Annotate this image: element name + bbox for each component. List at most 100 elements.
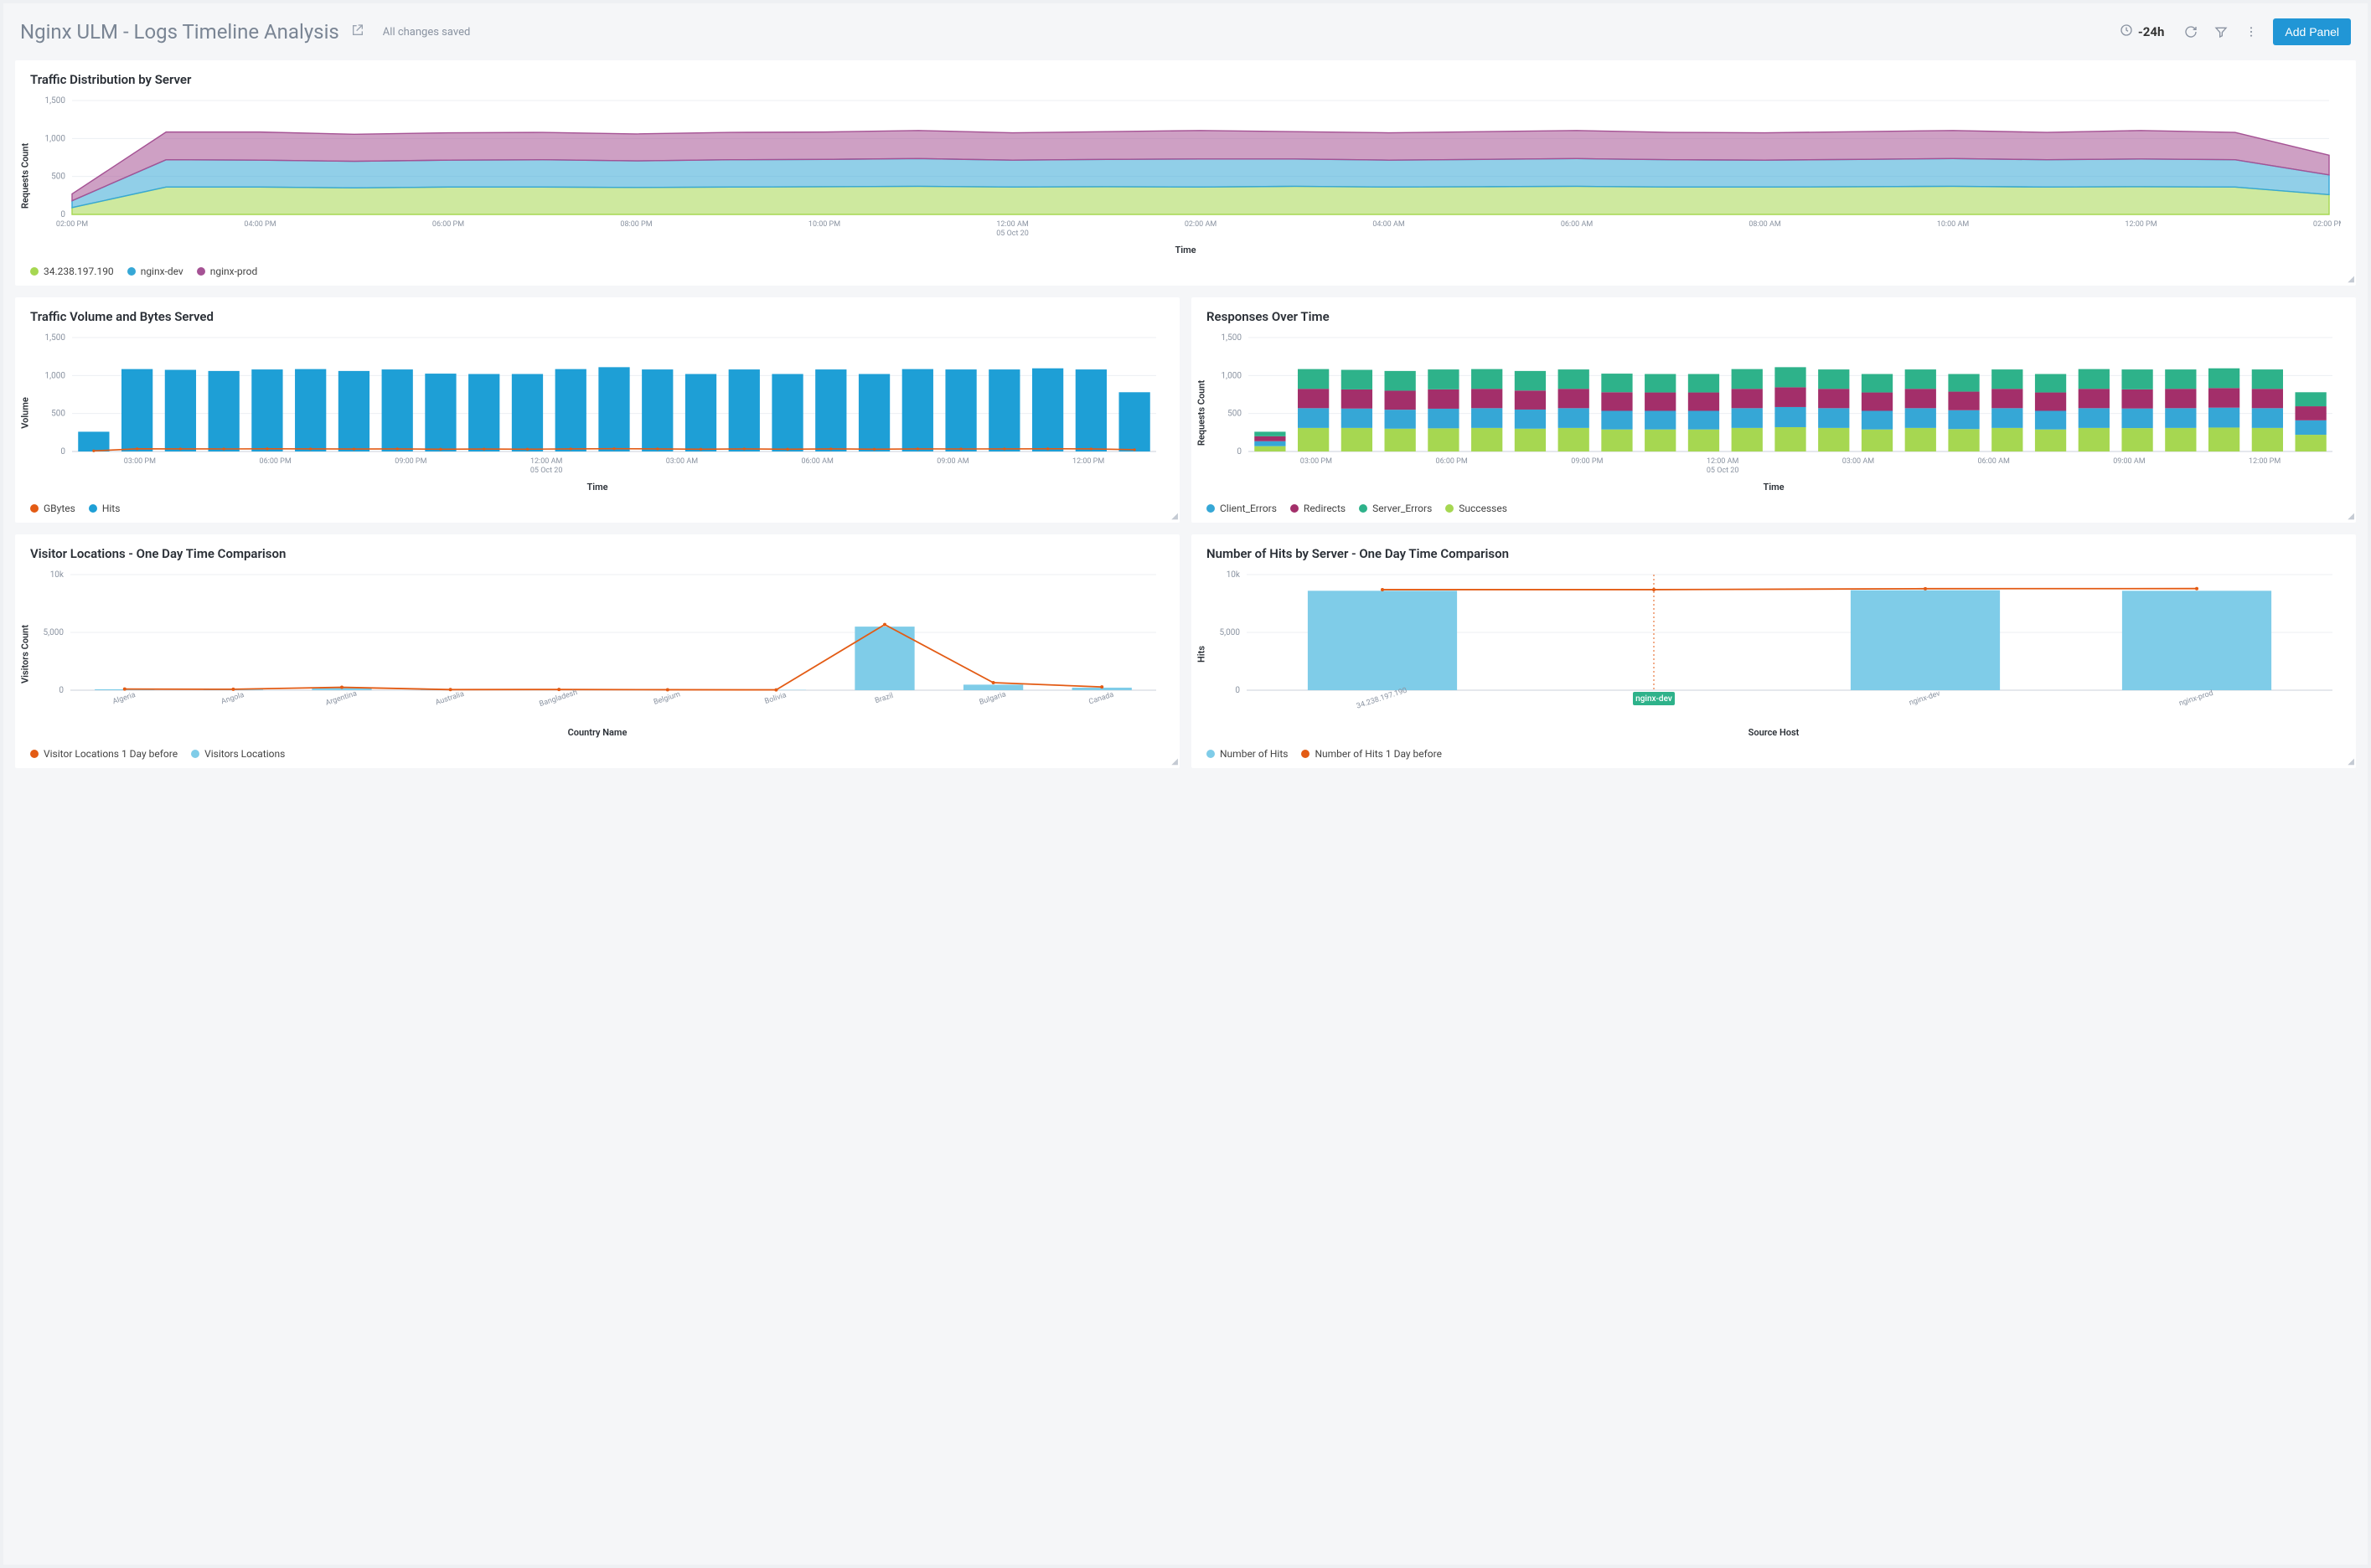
legend-dot-icon [1359,504,1367,513]
svg-text:Angola: Angola [220,691,245,706]
chart-area[interactable]: 05001,0001,50003:00 PM06:00 PM09:00 PM12… [1206,333,2341,475]
svg-text:05 Oct 20: 05 Oct 20 [996,230,1029,238]
time-range-picker[interactable]: -24h [2120,23,2165,40]
save-status: All changes saved [383,26,471,39]
panel-title: Number of Hits by Server - One Day Time … [1206,546,2341,561]
legend-item[interactable]: nginx-dev [127,266,183,277]
legend-item[interactable]: 34.238.197.190 [30,266,114,277]
legend-label: Visitors Locations [204,748,285,760]
svg-text:03:00 AM: 03:00 AM [1842,457,1875,466]
svg-text:02:00 AM: 02:00 AM [1185,220,1217,229]
legend-item[interactable]: nginx-prod [197,266,257,277]
legend-item[interactable]: Client_Errors [1206,503,1277,514]
legend-dot-icon [191,750,199,758]
svg-text:09:00 AM: 09:00 AM [937,457,969,466]
chart-area[interactable]: 05,00010kAlgeriaAngolaArgentinaAustralia… [30,570,1165,720]
svg-text:06:00 PM: 06:00 PM [432,220,464,229]
svg-text:Australia: Australia [435,690,466,707]
svg-text:1,000: 1,000 [45,134,66,143]
legend-item[interactable]: Visitors Locations [191,748,285,760]
y-axis-label: Visitors Count [20,624,31,683]
svg-text:09:00 PM: 09:00 PM [395,457,426,466]
svg-text:03:00 PM: 03:00 PM [1300,457,1332,466]
panel-title: Visitor Locations - One Day Time Compari… [30,546,1165,561]
svg-text:08:00 PM: 08:00 PM [620,220,652,229]
x-axis-label: Time [30,245,2341,255]
chart-legend: Client_Errors Redirects Server_Errors Succe… [1206,503,2341,514]
legend-label: nginx-prod [210,266,257,277]
chart-area[interactable]: 05001,0001,50003:00 PM06:00 PM09:00 PM12… [30,333,1165,475]
svg-text:02:00 PM: 02:00 PM [56,220,88,229]
clock-icon [2120,23,2133,40]
resize-handle-icon[interactable]: ◢ [1171,512,1178,521]
panel-traffic-distribution: Traffic Distribution by Server Requests … [15,60,2356,286]
svg-text:03:00 PM: 03:00 PM [124,457,156,466]
page-title: Nginx ULM - Logs Timeline Analysis [20,20,339,44]
legend-dot-icon [1206,504,1215,513]
share-icon[interactable] [351,23,364,40]
svg-text:06:00 AM: 06:00 AM [1977,457,2010,466]
y-axis-label: Requests Count [1196,379,1207,445]
legend-label: Redirects [1304,503,1346,514]
panel-traffic-volume: Traffic Volume and Bytes Served Volume 0… [15,297,1180,523]
svg-text:02:00 PM: 02:00 PM [2313,220,2341,229]
resize-handle-icon[interactable]: ◢ [2348,512,2354,521]
svg-text:Belgium: Belgium [653,690,681,707]
svg-text:1,500: 1,500 [1222,333,1242,343]
legend-item[interactable]: Hits [89,503,121,514]
legend-item[interactable]: Redirects [1290,503,1346,514]
panel-title: Traffic Distribution by Server [30,72,2341,87]
panel-title: Traffic Volume and Bytes Served [30,309,1165,324]
chart-area[interactable]: 05,00010k34.238.197.190nginx-devnginx-de… [1206,570,2341,720]
legend-label: Number of Hits 1 Day before [1315,748,1442,760]
legend-item[interactable]: Successes [1445,503,1507,514]
svg-text:0: 0 [60,447,65,456]
svg-text:12:00 AM: 12:00 AM [530,457,563,466]
panel-title: Responses Over Time [1206,309,2341,324]
legend-dot-icon [197,267,205,276]
svg-text:500: 500 [51,410,65,419]
legend-dot-icon [1301,750,1309,758]
chart-legend: GBytes Hits [30,503,1165,514]
legend-dot-icon [30,267,39,276]
resize-handle-icon[interactable]: ◢ [2348,275,2354,284]
panel-visitor-locations: Visitor Locations - One Day Time Compari… [15,534,1180,768]
more-menu-icon[interactable] [2239,20,2263,44]
panel-responses-over-time: Responses Over Time Requests Count 05001… [1191,297,2356,523]
svg-text:500: 500 [51,173,65,182]
svg-text:0: 0 [1235,686,1240,695]
svg-text:1,000: 1,000 [45,371,66,380]
legend-item[interactable]: Number of Hits 1 Day before [1301,748,1442,760]
svg-text:Bolivia: Bolivia [764,691,788,706]
svg-text:Brazil: Brazil [874,692,894,705]
legend-item[interactable]: Visitor Locations 1 Day before [30,748,178,760]
svg-text:10k: 10k [1227,570,1241,580]
svg-text:Algeria: Algeria [111,691,137,706]
legend-label: Successes [1459,503,1507,514]
svg-text:12:00 AM: 12:00 AM [1707,457,1739,466]
svg-text:nginx-dev: nginx-dev [1909,689,1942,708]
svg-text:12:00 PM: 12:00 PM [2249,457,2281,466]
legend-item[interactable]: Server_Errors [1359,503,1432,514]
x-axis-label: Country Name [30,727,1165,738]
svg-text:10k: 10k [50,570,65,580]
legend-label: nginx-dev [141,266,183,277]
y-axis-label: Hits [1196,646,1207,663]
filter-icon[interactable] [2209,20,2233,44]
svg-text:0: 0 [1237,447,1242,456]
svg-text:5,000: 5,000 [44,628,65,637]
legend-item[interactable]: Number of Hits [1206,748,1288,760]
chart-area[interactable]: 05001,0001,50002:00 PM04:00 PM06:00 PM08… [30,95,2341,238]
resize-handle-icon[interactable]: ◢ [2348,757,2354,766]
svg-text:05 Oct 20: 05 Oct 20 [1707,467,1739,475]
refresh-icon[interactable] [2179,20,2203,44]
add-panel-button[interactable]: Add Panel [2273,18,2351,45]
svg-text:nginx-dev: nginx-dev [1635,694,1672,704]
svg-text:Canada: Canada [1087,691,1114,707]
legend-dot-icon [30,504,39,513]
legend-dot-icon [1445,504,1454,513]
svg-text:nginx-prod: nginx-prod [2178,689,2214,709]
resize-handle-icon[interactable]: ◢ [1171,757,1178,766]
svg-text:06:00 AM: 06:00 AM [801,457,834,466]
legend-item[interactable]: GBytes [30,503,75,514]
